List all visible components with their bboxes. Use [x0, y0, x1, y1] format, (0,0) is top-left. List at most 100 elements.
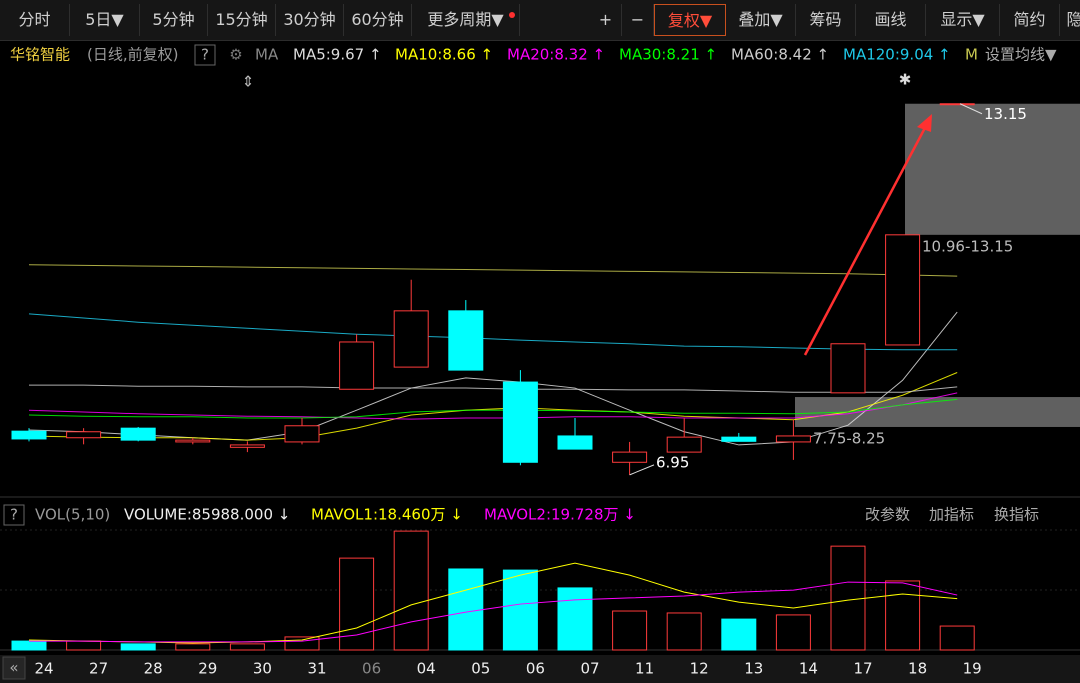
ma-legend: MA30:8.21 ↑: [619, 46, 717, 64]
x-tick-label: 30: [253, 660, 272, 678]
price-zone: [905, 103, 1080, 235]
ma-legend: MA5:9.67 ↑: [293, 46, 382, 64]
candle-body: [284, 425, 320, 443]
annotation-pointer: [959, 103, 983, 115]
candle-body: [339, 341, 375, 390]
indicator-action[interactable]: 加指标: [929, 506, 974, 524]
x-tick-label: 28: [144, 660, 163, 678]
x-tick-label: 27: [89, 660, 108, 678]
x-tick-label: 13: [744, 660, 763, 678]
toolbar-button[interactable]: −: [622, 4, 654, 36]
ma-legend: M: [965, 46, 978, 64]
scroll-icon: «: [9, 659, 18, 677]
candle-body: [939, 103, 975, 106]
volume-title: VOL(5,10): [35, 506, 110, 524]
x-tick-label: 05: [471, 660, 490, 678]
volume-bar: [775, 614, 811, 651]
notification-dot: [509, 12, 515, 18]
toolbar-button[interactable]: 60分钟: [344, 4, 412, 36]
volume-legend: MAVOL2:19.728万 ↓: [484, 506, 636, 524]
toolbar-button[interactable]: 5日▼: [70, 4, 140, 36]
annotation-label: 13.15: [984, 105, 1027, 123]
ma-line: [28, 398, 958, 419]
x-tick-label: 18: [908, 660, 927, 678]
scroll-button[interactable]: [2, 656, 26, 680]
volume-bar: [175, 643, 211, 651]
toolbar-button[interactable]: 叠加▼: [726, 4, 796, 36]
toolbar-button[interactable]: 30分钟: [276, 4, 344, 36]
volume-bar: [939, 625, 975, 651]
stock-name: 华铭智能: [10, 46, 70, 64]
volume-ma-line: [29, 581, 958, 643]
zone-label: 10.96-13.15: [922, 237, 1013, 255]
toolbar-button[interactable]: 简约: [1000, 4, 1060, 36]
annotation-label: 6.95: [656, 453, 689, 471]
toolbar-button[interactable]: 分时: [0, 4, 70, 36]
toolbar-button[interactable]: 筹码: [796, 4, 856, 36]
marker-icon: ✱: [899, 71, 912, 89]
volume-bar: [120, 643, 156, 651]
volume-bar: [229, 643, 265, 651]
volume-bar: [502, 569, 538, 651]
candle-body: [721, 436, 757, 442]
x-tick-label: 19: [963, 660, 982, 678]
trend-arrow: [803, 123, 929, 356]
ma-legend: MA10:8.66 ↑: [395, 46, 493, 64]
toolbar-button[interactable]: 画线: [856, 4, 926, 36]
toolbar-button[interactable]: 15分钟: [208, 4, 276, 36]
toolbar-button[interactable]: 显示▼: [926, 4, 1000, 36]
ma-line: [28, 313, 958, 351]
volume-bar: [721, 618, 757, 651]
candle-body: [175, 439, 211, 443]
ma-line: [28, 264, 958, 277]
volume-bar: [612, 610, 648, 651]
candle-body: [666, 436, 702, 453]
volume-bar: [393, 530, 429, 651]
help-box: [3, 504, 25, 526]
volume-bar: [11, 640, 47, 651]
toolbar-button[interactable]: 隐: [1060, 4, 1080, 36]
candle-body: [830, 343, 866, 394]
toolbar-button[interactable]: 更多周期▼: [412, 4, 520, 36]
volume-value: VOLUME:85988.000 ↓: [124, 506, 290, 524]
x-tick-label: 14: [799, 660, 818, 678]
x-tick-label: 24: [34, 660, 53, 678]
x-tick-label: 12: [690, 660, 709, 678]
drag-handle[interactable]: ⇕: [242, 73, 255, 91]
volume-bar: [557, 587, 593, 651]
indicator-action[interactable]: 改参数: [865, 506, 910, 524]
date-axis-background: [0, 655, 1080, 683]
ma-line: [28, 392, 958, 420]
candle-body: [885, 234, 921, 346]
x-tick-label: 06: [362, 660, 381, 678]
volume-legend: MAVOL1:18.460万 ↓: [311, 506, 463, 524]
candle-body: [502, 381, 538, 463]
x-tick-label: 04: [417, 660, 436, 678]
toolbar: 分时 5日▼ 5分钟 15分钟 30分钟 60分钟 更多周期▼ + − 复权▼ 叠加▼ 筹码 画线 显示▼…: [0, 0, 1080, 41]
toolbar-button[interactable]: +: [590, 4, 622, 36]
toolbar-button[interactable]: 5分钟: [140, 4, 208, 36]
ma-line: [28, 372, 958, 441]
volume-bar: [66, 640, 102, 651]
x-tick-label: 11: [635, 660, 654, 678]
candle-body: [775, 435, 811, 443]
help-button[interactable]: ?: [10, 506, 18, 524]
toolbar-button[interactable]: 复权▼: [654, 4, 726, 36]
ma-settings[interactable]: 设置均线▼: [985, 46, 1057, 64]
ma-legend: MA120:9.04 ↑: [843, 46, 951, 64]
x-tick-label: 31: [307, 660, 326, 678]
indicator-action[interactable]: 换指标: [994, 506, 1039, 524]
ma-line: [29, 384, 958, 393]
x-tick-label: 06: [526, 660, 545, 678]
help-button[interactable]: ?: [201, 46, 209, 64]
annotation-pointer: [629, 464, 655, 476]
help-box: [194, 44, 216, 66]
legend-overlay: [978, 44, 1080, 66]
trend-arrow-head: [917, 114, 932, 132]
settings-icon[interactable]: ⚙: [229, 46, 242, 64]
zone-label: 7.75-8.25: [813, 430, 885, 448]
candle-body: [557, 435, 593, 450]
chart-mode: (日线,前复权): [87, 46, 178, 64]
candle-body: [612, 451, 648, 463]
